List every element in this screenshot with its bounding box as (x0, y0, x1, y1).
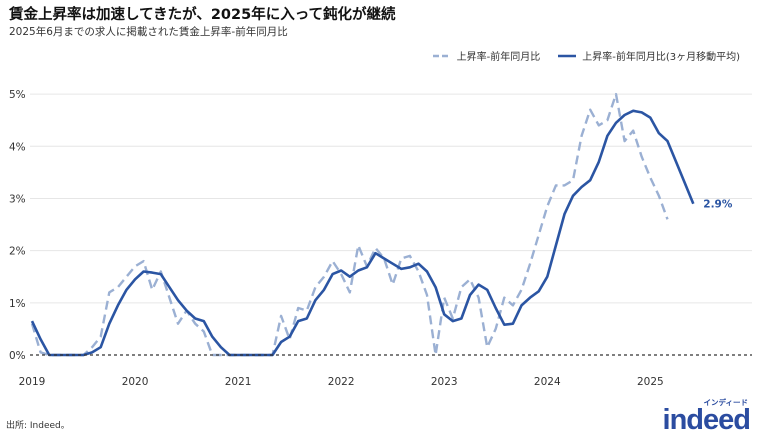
x-tick-label: 2022 (328, 376, 355, 388)
chart-subtitle: 2025年6月までの求人に掲載された賃金上昇率-前年同月比 (9, 26, 288, 38)
x-tick-label: 2019 (19, 376, 46, 388)
chart-title: 賃金上昇率は加速してきたが、2025年に入って鈍化が継続 (9, 7, 396, 23)
y-tick-label: 2% (9, 246, 26, 258)
x-tick-label: 2025 (637, 376, 664, 388)
y-tick-label: 3% (9, 193, 26, 205)
x-tick-label: 2024 (534, 376, 561, 388)
legend-item-monthly: 上昇率-前年同月比 (432, 48, 541, 63)
legend-item-average: 上昇率-前年同月比(3ヶ月移動平均) (558, 48, 740, 63)
series-line-average (30, 109, 695, 357)
y-tick-label: 1% (9, 298, 26, 310)
source-note: 出所: Indeed。 (6, 421, 70, 431)
legend-label-average: 上昇率-前年同月比(3ヶ月移動平均) (582, 52, 740, 63)
x-tick-label: 2021 (225, 376, 252, 388)
y-tick-label: 4% (9, 141, 26, 153)
legend-swatch-dashed (432, 54, 451, 57)
indeed-logo: インディード indeed (640, 397, 751, 436)
logo-kana: インディード (703, 398, 748, 407)
x-tick-label: 2023 (431, 376, 458, 388)
legend: 上昇率-前年同月比 上昇率-前年同月比(3ヶ月移動平均) (432, 48, 740, 63)
end-value-label: 2.9% (703, 199, 733, 211)
logo-wordmark: indeed (662, 404, 751, 436)
x-tick-label: 2020 (122, 376, 149, 388)
legend-swatch-solid (558, 54, 577, 57)
series-line-monthly (30, 92, 669, 357)
legend-label-monthly: 上昇率-前年同月比 (456, 52, 541, 63)
y-tick-label: 5% (9, 89, 26, 101)
y-tick-label: 0% (9, 350, 26, 362)
